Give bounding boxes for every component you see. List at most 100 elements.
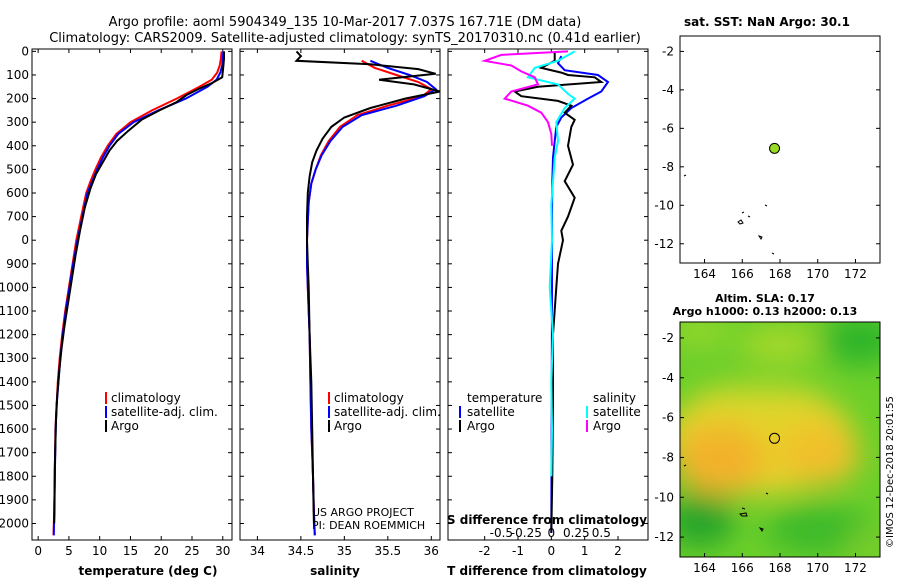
x-tick-label: 30 xyxy=(215,544,230,558)
legend-argo-label: Argo xyxy=(334,419,362,433)
x-tick-label: 35 xyxy=(337,544,352,558)
sst-map-panel: sat. SST: NaN Argo: 30.1 164 166 168 170 172… xyxy=(654,15,881,281)
x-tick-label: 5 xyxy=(65,544,73,558)
difference-legend-right: salinity satellite Argo xyxy=(586,391,641,433)
y-tick-label: 1100 xyxy=(0,304,29,318)
y-tick-label: -2 xyxy=(662,44,674,58)
x-tick-label: 164 xyxy=(693,267,716,281)
legend-salinity-heading: salinity xyxy=(593,391,636,405)
s-tick-label: 0.5 xyxy=(592,526,611,540)
y-tick-label: -12 xyxy=(654,237,674,251)
s-tick-label: -0.5 xyxy=(490,526,513,540)
series-line-argo xyxy=(53,51,225,524)
y-tick-label: -4 xyxy=(662,83,674,97)
x-tick-label: 2 xyxy=(614,544,622,558)
y-tick-label: 500 xyxy=(6,162,29,176)
y-tick-label: 100 xyxy=(6,68,29,82)
island-outlines xyxy=(683,464,769,532)
y-tick-label: -6 xyxy=(662,411,674,425)
y-tick-label: 1500 xyxy=(0,398,29,412)
salinity-legend: climatology satellite-adj. clim. Argo xyxy=(328,391,441,433)
y-tick-label: 700 xyxy=(6,210,29,224)
x-tick-label: 170 xyxy=(806,267,829,281)
coastline-marks xyxy=(683,174,775,255)
y-tick-label: 2000 xyxy=(0,516,29,530)
x-tick-label: 15 xyxy=(123,544,138,558)
legend-satellite-label: satellite-adj. clim. xyxy=(334,405,441,419)
x-tick-label: 168 xyxy=(769,267,792,281)
temperature-panel: 0100200300400500600700090010001100120013… xyxy=(0,44,233,578)
t-difference-xlabel: T difference from climatology xyxy=(447,564,647,578)
x-tick-label: -1 xyxy=(512,544,524,558)
x-tick-label: 36 xyxy=(424,544,439,558)
x-tick-label: 34 xyxy=(250,544,265,558)
y-tick-label: -6 xyxy=(662,121,674,135)
s-tick-label: -0.25 xyxy=(511,526,542,540)
legend-t-satellite-label: satellite xyxy=(467,405,515,419)
y-tick-label: 1000 xyxy=(0,280,29,294)
series-line-t-argo xyxy=(512,51,605,533)
temperature-xlabel: temperature (deg C) xyxy=(79,564,218,578)
y-tick-label: -12 xyxy=(654,530,674,544)
x-tick-label: 34.5 xyxy=(288,544,315,558)
y-tick-label: 0 xyxy=(21,44,29,58)
x-tick-label: 0 xyxy=(548,544,556,558)
x-tick-label: -2 xyxy=(479,544,491,558)
imos-credit: ©IMOS 12-Dec-2018 20:01:55 xyxy=(885,396,896,548)
sla-map-panel: Altim. SLA: 0.17 Argo h1000: 0.13 h2000:… xyxy=(654,292,896,575)
y-tick-label: 1800 xyxy=(0,469,29,483)
argo-location-marker xyxy=(769,432,781,444)
x-tick-label: 172 xyxy=(844,561,867,575)
x-tick-label: 1 xyxy=(581,544,589,558)
temperature-axes xyxy=(31,48,233,541)
y-tick-label: 1900 xyxy=(0,493,29,507)
legend-s-argo-label: Argo xyxy=(593,419,621,433)
y-tick-label: 1200 xyxy=(0,328,29,342)
legend-climatology-label: climatology xyxy=(111,391,181,405)
x-tick-label: 164 xyxy=(693,561,716,575)
x-tick-label: 25 xyxy=(184,544,199,558)
island-outlines xyxy=(683,174,775,255)
legend-climatology-label: climatology xyxy=(334,391,404,405)
y-tick-label: -8 xyxy=(662,450,674,464)
x-tick-label: 168 xyxy=(769,561,792,575)
series-line-s-argo xyxy=(480,50,569,146)
sst-map-title: sat. SST: NaN Argo: 30.1 xyxy=(684,15,850,29)
difference-axes xyxy=(447,48,649,541)
series-line-argo xyxy=(294,50,441,524)
salinity-axes xyxy=(239,48,441,541)
x-tick-label: 20 xyxy=(154,544,169,558)
difference-panel: -2 -1 0 1 2 T difference from climatology S … xyxy=(447,48,649,578)
project-credit-line-2: PI: DEAN ROEMMICH xyxy=(312,519,425,532)
y-tick-label: -10 xyxy=(654,490,674,504)
argo-location-marker xyxy=(769,142,781,154)
y-tick-label: -4 xyxy=(662,371,674,385)
x-tick-label: 10 xyxy=(92,544,107,558)
sla-heatmap xyxy=(680,322,880,557)
y-tick-label: 1400 xyxy=(0,375,29,389)
legend-argo-label: Argo xyxy=(111,419,139,433)
temperature-legend: climatology satellite-adj. clim. Argo xyxy=(105,391,218,433)
y-tick-label: 1700 xyxy=(0,446,29,460)
y-tick-label: -10 xyxy=(654,198,674,212)
y-tick-label: 1300 xyxy=(0,351,29,365)
x-tick-label: 172 xyxy=(844,267,867,281)
y-tick-label: 900 xyxy=(6,257,29,271)
y-tick-label: 600 xyxy=(6,186,29,200)
legend-t-argo-label: Argo xyxy=(467,419,495,433)
difference-legend-left: temperature satellite Argo xyxy=(459,391,542,433)
y-tick-label: 200 xyxy=(6,92,29,106)
s-tick-label: 0.25 xyxy=(563,526,590,540)
sla-map-title-1: Altim. SLA: 0.17 xyxy=(715,292,815,305)
legend-s-satellite-label: satellite xyxy=(593,405,641,419)
y-tick-label: 300 xyxy=(6,115,29,129)
sla-map-title-2: Argo h1000: 0.13 h2000: 0.13 xyxy=(673,305,858,318)
y-tick-label: 0 xyxy=(21,233,29,247)
x-tick-label: 170 xyxy=(806,561,829,575)
y-tick-label: -8 xyxy=(662,160,674,174)
legend-satellite-label: satellite-adj. clim. xyxy=(111,405,218,419)
series-line-s-satellite xyxy=(526,50,577,477)
x-tick-label: 166 xyxy=(731,561,754,575)
title-line-1: Argo profile: aoml 5904349_135 10-Mar-20… xyxy=(109,15,582,30)
